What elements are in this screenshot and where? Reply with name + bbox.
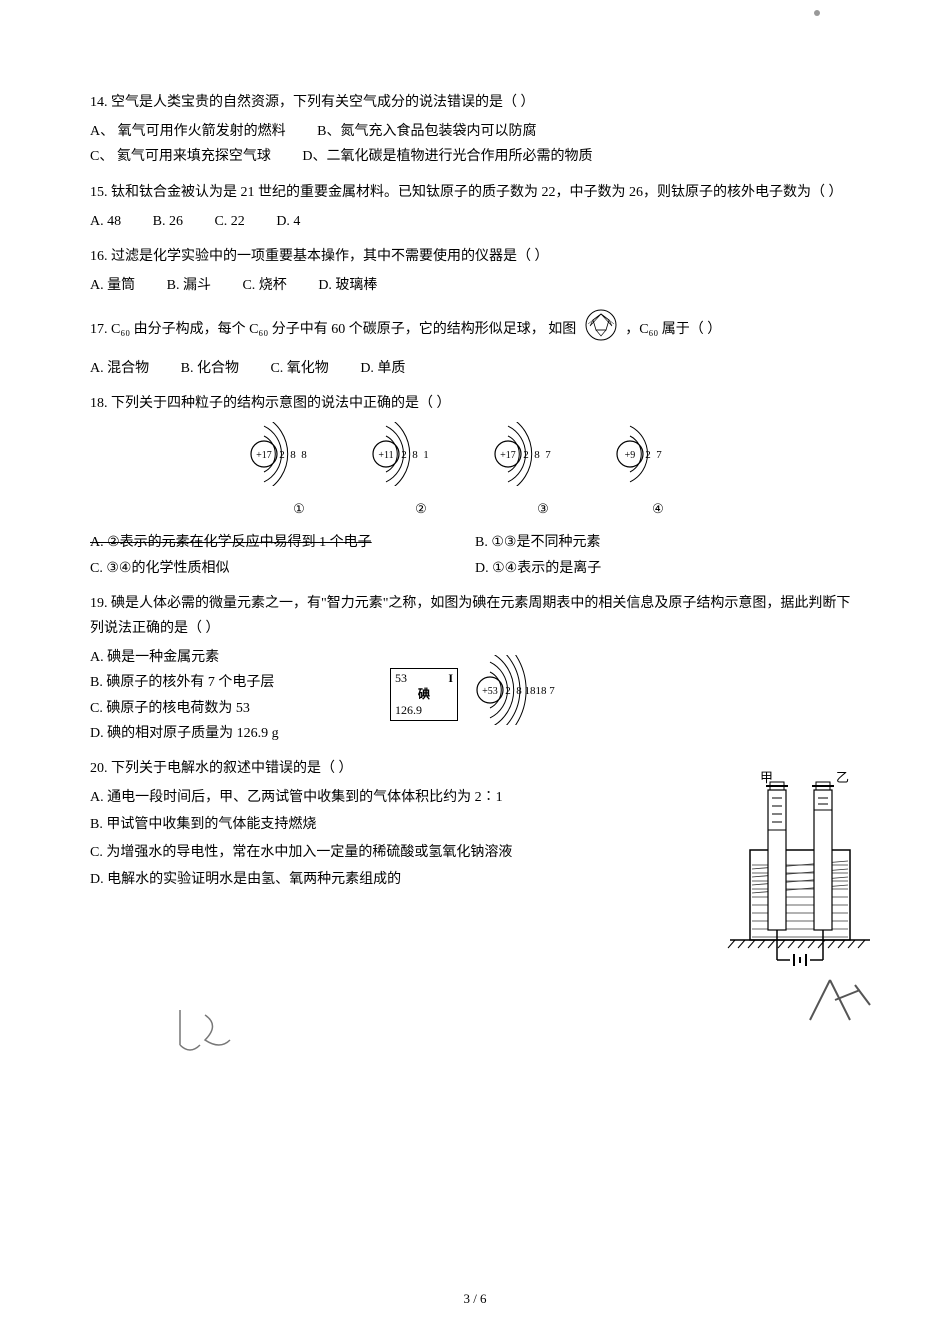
q15-opt-b: B. 26	[153, 209, 183, 234]
tube-left-label: 甲	[760, 770, 773, 785]
q14-opt-a: A、 氧气可用作火箭发射的燃料	[90, 119, 286, 144]
atom-diagram: +927④	[612, 422, 704, 521]
svg-text:7: 7	[656, 449, 662, 461]
iodine-name: 碘	[395, 687, 453, 703]
q15-opt-a: A. 48	[90, 209, 121, 234]
q18-stem: 18. 下列关于四种粒子的结构示意图的说法中正确的是（ ）	[90, 391, 860, 416]
svg-text:18: 18	[535, 685, 547, 697]
q17-opt-a: A. 混合物	[90, 356, 149, 381]
atom-diagram: +17288①	[246, 422, 352, 521]
svg-text:8: 8	[412, 449, 418, 461]
atom-diagram: +17287③	[490, 422, 596, 521]
q16-stem: 16. 过滤是化学实验中的一项重要基本操作，其中不需要使用的仪器是（ ）	[90, 244, 860, 269]
svg-text:7: 7	[545, 449, 551, 461]
q14-opt-d: D、二氧化碳是植物进行光合作用所必需的物质	[302, 144, 592, 169]
q16-opt-b: B. 漏斗	[167, 273, 211, 298]
q15-opt-d: D. 4	[276, 209, 300, 234]
question-16: 16. 过滤是化学实验中的一项重要基本操作，其中不需要使用的仪器是（ ） A. …	[90, 244, 860, 298]
q15-stem: 15. 钛和钛合金被认为是 21 世纪的重要金属材料。已知钛原子的质子数为 22…	[90, 180, 860, 205]
q16-opt-a: A. 量筒	[90, 273, 135, 298]
svg-text:8: 8	[534, 449, 540, 461]
iodine-symbol: I	[448, 671, 453, 687]
svg-text:7: 7	[549, 685, 555, 697]
q18-atom-diagrams: +17288①+11281②+17287③+927④	[90, 422, 860, 521]
q18-opt-c: C. ③④的化学性质相似	[90, 556, 475, 581]
tube-right-label: 乙	[836, 770, 849, 785]
svg-text:+53: +53	[482, 686, 498, 697]
svg-text:+17: +17	[256, 450, 272, 461]
q19-opt-b: B. 碘原子的核外有 7 个电子层	[90, 670, 390, 695]
scan-artifact-dot	[814, 10, 820, 16]
iodine-element-card: 53 I 碘 126.9	[390, 668, 458, 721]
q14-opt-b: B、氮气充入食品包装袋内可以防腐	[317, 119, 536, 144]
question-17: 17. C₆₀ 由分子构成，每个 C₆₀ 分子中有 60 个碳原子，它的结构形似…	[90, 308, 860, 380]
q16-opt-d: D. 玻璃棒	[318, 273, 377, 298]
q20-opt-b: B. 甲试管中收集到的气体能支持燃烧	[90, 812, 650, 837]
question-15: 15. 钛和钛合金被认为是 21 世纪的重要金属材料。已知钛原子的质子数为 22…	[90, 180, 860, 234]
question-19: 19. 碘是人体必需的微量元素之一，有"智力元素"之称，如图为碘在元素周期表中的…	[90, 591, 860, 746]
q17-opt-b: B. 化合物	[181, 356, 239, 381]
q15-opt-c: C. 22	[214, 209, 244, 234]
q17-opt-d: D. 单质	[360, 356, 405, 381]
q17-opt-c: C. 氧化物	[270, 356, 328, 381]
q14-stem: 14. 空气是人类宝贵的自然资源，下列有关空气成分的说法错误的是（ ）	[90, 90, 860, 115]
q16-opt-c: C. 烧杯	[242, 273, 286, 298]
q20-opt-c: C. 为增强水的导电性，常在水中加入一定量的稀硫酸或氢氧化钠溶液	[90, 840, 650, 865]
question-18: 18. 下列关于四种粒子的结构示意图的说法中正确的是（ ） +17288①+11…	[90, 391, 860, 581]
svg-text:+11: +11	[378, 450, 393, 461]
svg-text:+17: +17	[500, 450, 516, 461]
question-14: 14. 空气是人类宝贵的自然资源，下列有关空气成分的说法错误的是（ ） A、 氧…	[90, 90, 860, 170]
q17-stem-post: ，C₆₀ 属于（ ）	[625, 322, 721, 337]
q18-opt-b: B. ①③是不同种元素	[475, 530, 860, 555]
iodine-number: 53	[395, 671, 407, 687]
q18-opt-a: A. ②表示的元素在化学反应中易得到 1 个电子	[90, 535, 372, 550]
electrolysis-diagram: 甲 乙	[720, 770, 880, 979]
handwriting-mark-2	[170, 1000, 240, 1077]
svg-text:2: 2	[401, 449, 407, 461]
svg-text:+9: +9	[625, 450, 636, 461]
atom-diagram: +11281②	[368, 422, 474, 521]
svg-text:8: 8	[290, 449, 296, 461]
svg-text:1: 1	[423, 449, 429, 461]
q14-opt-c: C、 氦气可用来填充探空气球	[90, 144, 271, 169]
q18-opt-d: D. ①④表示的是离子	[475, 556, 860, 581]
q19-opt-d: D. 碘的相对原子质量为 126.9 g	[90, 721, 390, 746]
svg-text:2: 2	[505, 685, 511, 697]
q20-opt-a: A. 通电一段时间后，甲、乙两试管中收集到的气体体积比约为 2∶1	[90, 785, 650, 810]
svg-text:2: 2	[279, 449, 285, 461]
q20-opt-d: D. 电解水的实验证明水是由氢、氧两种元素组成的	[90, 867, 650, 892]
iodine-mass: 126.9	[395, 703, 453, 719]
iodine-atom-diagram: +532818187	[472, 655, 612, 734]
q17-stem-pre: 17. C₆₀ 由分子构成，每个 C₆₀ 分子中有 60 个碳原子，它的结构形似…	[90, 322, 576, 337]
svg-text:2: 2	[523, 449, 529, 461]
c60-icon	[584, 308, 618, 351]
handwriting-mark-1	[800, 970, 890, 1047]
svg-text:2: 2	[645, 449, 651, 461]
q19-opt-c: C. 碘原子的核电荷数为 53	[90, 696, 390, 721]
page-footer: 3 / 6	[0, 1287, 950, 1310]
svg-text:8: 8	[301, 449, 307, 461]
q19-opt-a: A. 碘是一种金属元素	[90, 645, 390, 670]
q19-stem: 19. 碘是人体必需的微量元素之一，有"智力元素"之称，如图为碘在元素周期表中的…	[90, 591, 860, 641]
